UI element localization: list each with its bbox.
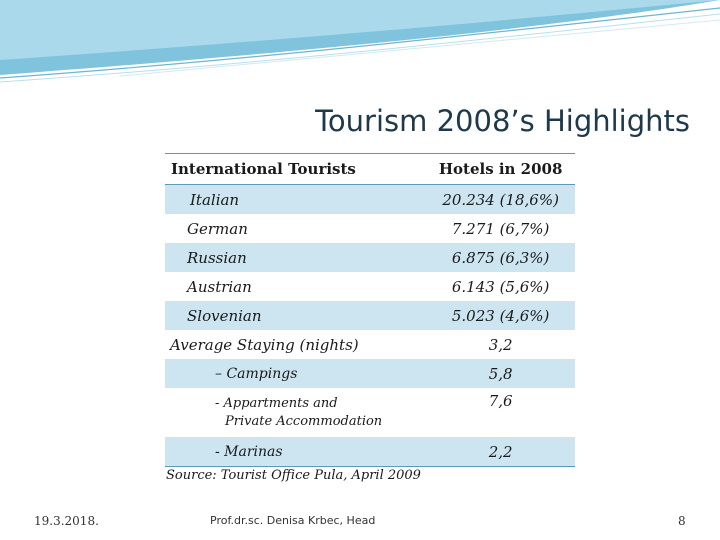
footer-date: 19.3.2018. [34, 514, 99, 528]
table-row: - Marinas 2,2 [165, 437, 575, 467]
table-row: German 7.271 (6,7%) [165, 214, 575, 243]
row-label: – Campings [165, 359, 427, 388]
row-value: 6.143 (5,6%) [451, 277, 550, 296]
row-label: Slovenian [165, 301, 427, 330]
row-value: 3,2 [488, 335, 513, 354]
row-value: 2,2 [426, 437, 575, 467]
slide-title: Tourism 2008’s Highlights [315, 104, 690, 138]
row-label: - Marinas [165, 437, 427, 467]
table-row: - Appartments and Private Accommodation … [165, 388, 575, 437]
decorative-banner [0, 0, 720, 83]
row-label: German [187, 219, 248, 238]
page-number: 8 [678, 514, 686, 528]
tourism-table: International Tourists Hotels in 2008 It… [165, 153, 575, 467]
table-row: Slovenian 5.023 (4,6%) [165, 301, 575, 330]
table-row: Italian 20.234 (18,6%) [165, 184, 575, 214]
header-hotels-2008: Hotels in 2008 [426, 153, 575, 185]
row-label: - Appartments and Private Accommodation [165, 388, 426, 437]
row-label: Russian [165, 243, 427, 272]
footer-author: Prof.dr.sc. Denisa Krbec, Head [210, 514, 376, 527]
row-value: 7,6 [488, 392, 513, 410]
row-label: Average Staying (nights) [170, 335, 359, 354]
row-value: 7.271 (6,7%) [451, 219, 550, 238]
row-value: 5,8 [426, 359, 575, 388]
table-row: Average Staying (nights) 3,2 [165, 330, 575, 359]
row-label: Austrian [187, 277, 252, 296]
row-value: 5.023 (4,6%) [426, 301, 575, 330]
row-label: Italian [165, 184, 427, 214]
table-row: Austrian 6.143 (5,6%) [165, 272, 575, 301]
row-value: 20.234 (18,6%) [426, 184, 575, 214]
row-label-line1: - Appartments and [215, 395, 338, 411]
table-header-row: International Tourists Hotels in 2008 [165, 153, 575, 185]
header-international-tourists: International Tourists [165, 153, 427, 185]
source-note: Source: Tourist Office Pula, April 2009 [166, 468, 421, 483]
row-value: 6.875 (6,3%) [426, 243, 575, 272]
table-row: Russian 6.875 (6,3%) [165, 243, 575, 272]
row-label-line2: Private Accommodation [225, 413, 383, 429]
table-row: – Campings 5,8 [165, 359, 575, 388]
